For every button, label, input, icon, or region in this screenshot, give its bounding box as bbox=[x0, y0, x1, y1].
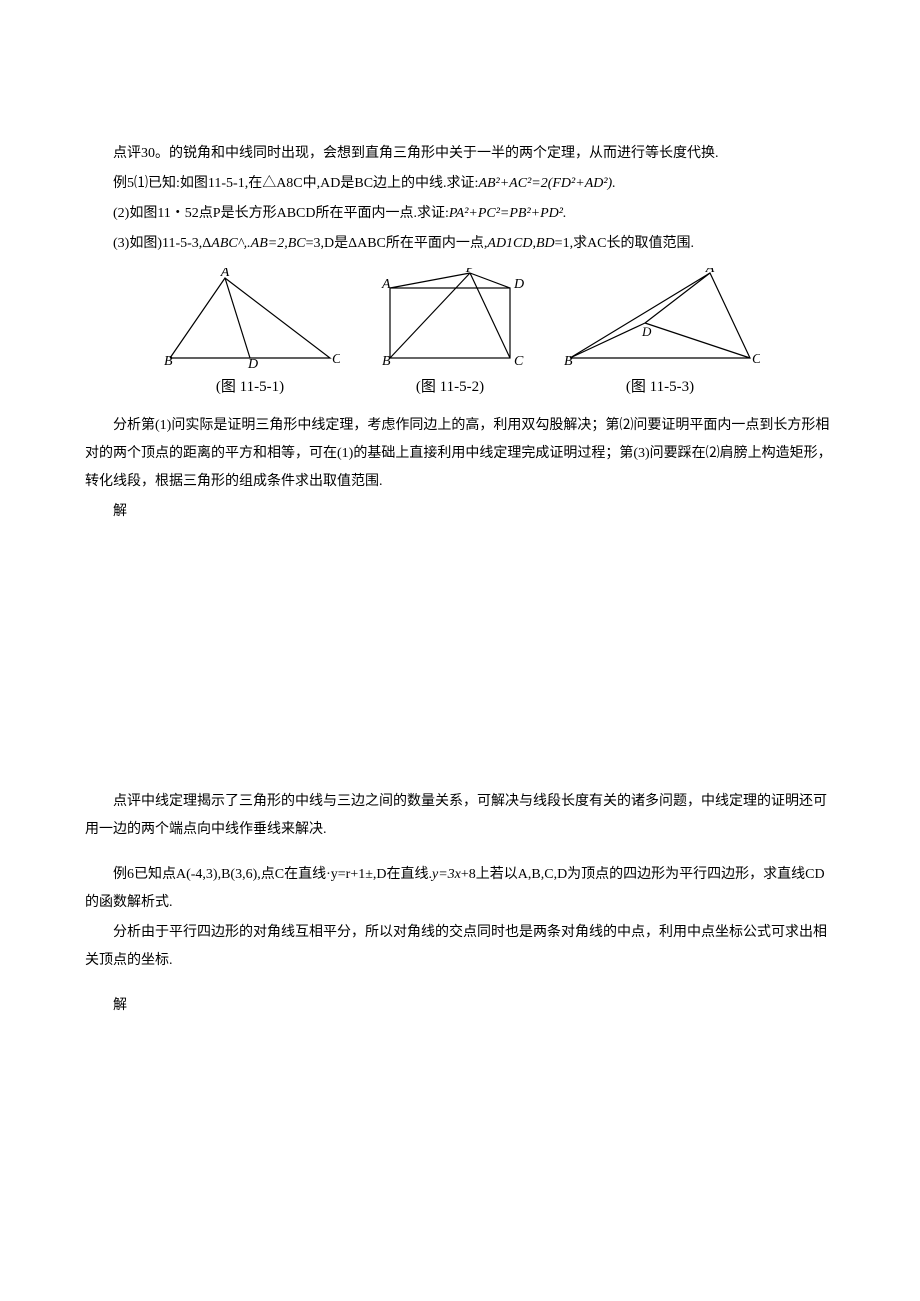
paragraph-example5-1: 例5⑴已知:如图11-5-1,在△A8C中,AD是BC边上的中线.求证:AB²+… bbox=[85, 170, 835, 198]
spacer bbox=[85, 528, 835, 788]
text-italic: y=3x bbox=[432, 867, 461, 882]
triangle-diagram-3: A B D C bbox=[560, 268, 760, 368]
figure-1-caption: (图 11-5-1) bbox=[216, 372, 284, 402]
text: (3)如图)11-5-3,Δ bbox=[113, 236, 211, 251]
figure-2-caption: (图 11-5-2) bbox=[416, 372, 484, 402]
spacer bbox=[85, 977, 835, 992]
svg-text:A: A bbox=[705, 268, 715, 276]
figure-3-caption: (图 11-5-3) bbox=[626, 372, 694, 402]
paragraph-analysis-6: 分析由于平行四边形的对角线互相平分，所以对角线的交点同时也是两条对角线的中点，利… bbox=[85, 919, 835, 975]
svg-text:D: D bbox=[641, 324, 652, 339]
figures-row: A B D C (图 11-5-1) P A D B C (图 11-5-2) … bbox=[85, 268, 835, 402]
figure-2: P A D B C (图 11-5-2) bbox=[370, 268, 530, 402]
paragraph-example6: 例6已知点A(-4,3),B(3,6),点C在直线·y=r+1±,D在直线.y=… bbox=[85, 861, 835, 917]
text: 例6已知点A(-4,3),B(3,6),点C在直线·y=r+1±,D在直线. bbox=[113, 867, 432, 882]
svg-text:P: P bbox=[465, 268, 475, 276]
text: =1,求AC长的取值范围. bbox=[555, 236, 694, 251]
triangle-diagram-1: A B D C bbox=[160, 268, 340, 368]
rectangle-diagram: P A D B C bbox=[370, 268, 530, 368]
formula: PA²+PC²=PB²+PD². bbox=[449, 206, 567, 221]
text: 例5⑴已知:如图11-5-1,在△A8C中,AD是BC边上的中线.求证: bbox=[113, 176, 478, 191]
figure-1: A B D C (图 11-5-1) bbox=[160, 268, 340, 402]
svg-text:D: D bbox=[513, 277, 524, 292]
paragraph-analysis-5: 分析第(1)问实际是证明三角形中线定理，考虑作同边上的高，利用双勾股解决；第⑵问… bbox=[85, 412, 835, 496]
svg-text:B: B bbox=[564, 354, 573, 368]
paragraph-comment-median: 点评中线定理揭示了三角形的中线与三边之间的数量关系，可解决与线段长度有关的诸多问… bbox=[85, 788, 835, 844]
svg-text:B: B bbox=[382, 354, 391, 368]
text-italic: AD1CD,BD bbox=[487, 236, 554, 251]
paragraph-example5-3: (3)如图)11-5-3,ΔABC^,.AB=2,BC=3,D是ΔABC所在平面… bbox=[85, 230, 835, 258]
spacer bbox=[85, 846, 835, 861]
text: =3,D是ΔABC所在平面内一点, bbox=[306, 236, 488, 251]
paragraph-solution-6: 解 bbox=[85, 992, 835, 1020]
formula: AB²+AC²=2(FD²+AD²). bbox=[478, 176, 615, 191]
svg-text:A: A bbox=[220, 268, 230, 280]
text-italic: ABC^,.AB=2,BC bbox=[211, 236, 305, 251]
paragraph-comment-30: 点评30。的锐角和中线同时出现，会想到直角三角形中关于一半的两个定理，从而进行等… bbox=[85, 140, 835, 168]
text: (2)如图11・52点P是长方形ABCD所在平面内一点.求证: bbox=[113, 206, 449, 221]
svg-text:C: C bbox=[514, 354, 524, 368]
paragraph-example5-2: (2)如图11・52点P是长方形ABCD所在平面内一点.求证:PA²+PC²=P… bbox=[85, 200, 835, 228]
svg-text:A: A bbox=[381, 277, 391, 292]
figure-3: A B D C (图 11-5-3) bbox=[560, 268, 760, 402]
svg-text:C: C bbox=[332, 352, 340, 367]
svg-text:D: D bbox=[247, 357, 258, 368]
svg-text:C: C bbox=[752, 352, 760, 367]
svg-text:B: B bbox=[164, 354, 173, 368]
paragraph-solution-5: 解 bbox=[85, 498, 835, 526]
